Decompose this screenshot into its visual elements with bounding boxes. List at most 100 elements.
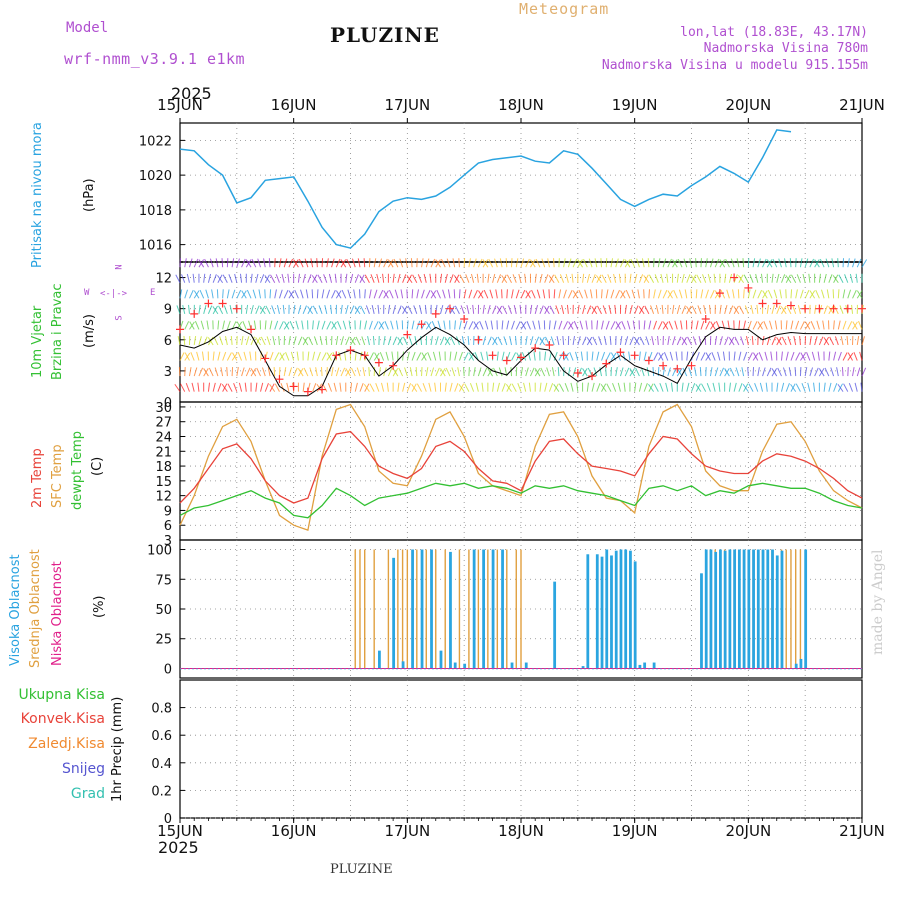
wind-barb (837, 351, 842, 361)
wind-barb (700, 289, 704, 299)
wind-barb (269, 383, 276, 392)
x-day-label-bottom: 20JUN (725, 822, 771, 840)
wind-barb (802, 273, 806, 283)
footer-station: PLUZINE (330, 862, 393, 877)
wind-barb (178, 367, 181, 377)
wind-barb (843, 383, 849, 392)
wind-barb (333, 382, 337, 392)
wind-barb (683, 258, 688, 268)
wind-barb (421, 258, 424, 268)
wind-barb (638, 351, 641, 361)
wind-barb (567, 258, 572, 268)
wind-barb (606, 383, 612, 392)
wind-barb (539, 337, 546, 346)
wind-barb (189, 321, 195, 330)
wind-barb (345, 305, 349, 314)
wind-barb (733, 351, 736, 361)
wind-barb (620, 258, 625, 268)
wind-barb (428, 382, 432, 392)
wind-barb (183, 335, 186, 346)
high-cloud-bar (752, 549, 755, 669)
mid-cloud-bar (468, 549, 470, 669)
mid-cloud-bar (520, 549, 522, 669)
high-cloud-bar (605, 549, 609, 669)
wind-barb (853, 351, 858, 361)
wind-barb (488, 258, 494, 268)
wind-barb (719, 259, 726, 268)
y-tick-label: 0 (164, 396, 172, 411)
wind-barb (222, 289, 224, 299)
wind-barb (453, 275, 460, 284)
wind-gust-marker (374, 358, 383, 367)
wind-barb (672, 259, 678, 268)
wind-barb (328, 273, 333, 283)
wind-barb (572, 335, 575, 346)
wind-barb (665, 382, 669, 392)
wind-barb (701, 383, 707, 392)
wind-barb (463, 367, 465, 377)
wind-barb (667, 367, 671, 377)
wind-barb (466, 304, 470, 314)
wind-barb (730, 258, 735, 268)
wind-barb (482, 367, 488, 377)
wind-barb (709, 258, 714, 268)
wind-barb (423, 273, 427, 283)
wind-barb (312, 305, 318, 315)
wind-barb (250, 305, 254, 314)
wind-barb (355, 336, 361, 346)
wind-barb (571, 273, 574, 283)
wind-barb (532, 320, 536, 330)
wind-barb (412, 274, 418, 283)
wind-barb (558, 352, 564, 361)
wind-barb (223, 305, 228, 315)
wind-barb (307, 351, 310, 361)
wind-barb (383, 258, 388, 268)
wind-barb (384, 320, 389, 330)
wind-barb (425, 367, 429, 377)
wind-barb (728, 305, 734, 315)
wind-barb (644, 305, 650, 315)
wind-barb (360, 305, 366, 315)
wind-barb (312, 320, 314, 330)
high-cloud-bar (704, 549, 708, 669)
wind-barb (635, 367, 640, 377)
wind-barb (207, 273, 212, 283)
wind-barb (848, 383, 853, 392)
wind-barb (482, 304, 485, 314)
wind-barb (585, 320, 588, 330)
wind-barb (823, 305, 828, 315)
wind-barb (444, 273, 448, 283)
wind-gust-marker (445, 304, 454, 313)
mid-cloud-bar (425, 549, 427, 669)
y-tick-label: 0.6 (151, 729, 172, 744)
y-tick-label: 18 (155, 460, 172, 475)
wind-barb (529, 336, 534, 346)
product-title: Meteogram (519, 0, 610, 18)
wind-barb (464, 383, 470, 392)
wind-barb (847, 258, 850, 268)
wind-barb (207, 382, 211, 392)
wind-barb (784, 258, 787, 268)
wind-gust-marker (474, 335, 483, 344)
wind-barb (743, 320, 746, 330)
wind-barb (288, 335, 291, 346)
wind-barb (837, 320, 841, 330)
wind-barb (623, 382, 626, 392)
wind-barb (422, 383, 427, 392)
wind-barb (454, 305, 460, 315)
wind-gust-marker (431, 309, 440, 318)
wind-barb (369, 383, 375, 392)
wind-barb (511, 320, 515, 330)
x-day-label-bottom: 17JUN (384, 822, 430, 840)
high-cloud-bar (709, 549, 713, 669)
wind-barb (607, 274, 612, 283)
wind-barb (315, 367, 318, 377)
wind-barb (378, 258, 383, 268)
wind-barb (666, 273, 669, 283)
wind-barb (245, 304, 249, 314)
wind-barb (577, 336, 581, 346)
wind-barb (342, 320, 347, 330)
x-day-label-bottom: 21JUN (839, 822, 885, 840)
wind-barb (634, 337, 640, 346)
wind-barb (598, 336, 602, 346)
